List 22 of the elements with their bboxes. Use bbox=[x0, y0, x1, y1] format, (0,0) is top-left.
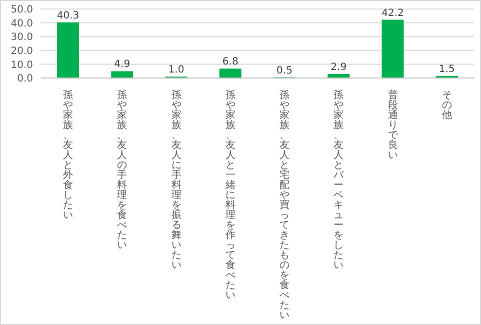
y-tick-label: 0.0 bbox=[17, 74, 33, 85]
category-label: 孫や家族、友人の手料理を食べたい bbox=[117, 90, 128, 251]
y-tick-label: 50.0 bbox=[10, 4, 33, 16]
data-label: 4.9 bbox=[114, 59, 130, 70]
data-label: 1.5 bbox=[438, 64, 455, 75]
category-label: 孫や家族、友人と宅配や買ってきたものを食べたい bbox=[280, 90, 290, 321]
y-tick-label: 40.0 bbox=[10, 18, 33, 30]
category-label: 孫や家族、友人とバーベキューをしたい bbox=[334, 90, 344, 271]
y-tick-label: 30.0 bbox=[10, 32, 33, 44]
data-label: 1.0 bbox=[168, 64, 184, 76]
data-label: 2.9 bbox=[330, 62, 347, 73]
category-label: 孫や家族、友人と一緒に料理を作って食べたい bbox=[225, 90, 236, 301]
data-label: 40.3 bbox=[56, 10, 80, 22]
data-label: 6.8 bbox=[222, 56, 238, 68]
data-label: 42.2 bbox=[382, 8, 404, 19]
y-tick-label: 20.0 bbox=[10, 46, 33, 57]
data-label: 0.5 bbox=[276, 65, 292, 76]
x-tick-label: その他 bbox=[442, 90, 452, 121]
y-tick-label: 10.0 bbox=[10, 60, 33, 71]
x-tick-label: 普段通りで良い bbox=[388, 89, 399, 161]
category-label: 孫や家族、友人と外食したい bbox=[63, 90, 74, 221]
category-label: 孫や家族、友人に手料理を振る舞いたい bbox=[171, 90, 182, 271]
